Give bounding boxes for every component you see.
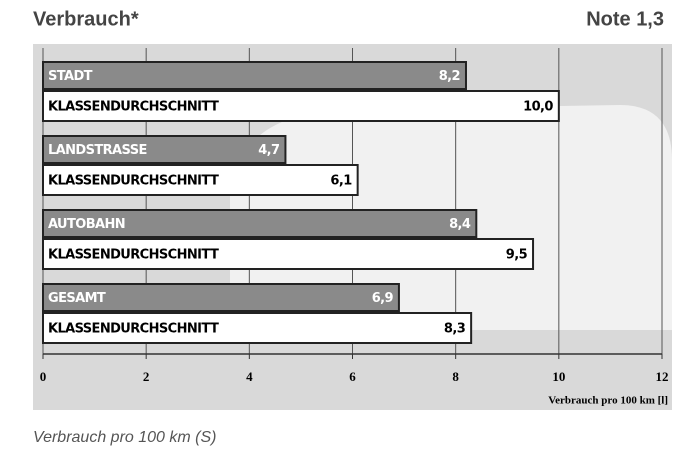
value-label: 10,0 xyxy=(523,100,553,115)
value-label: 8,3 xyxy=(444,322,466,337)
x-tick-label: 8 xyxy=(452,369,459,384)
x-axis-label: Verbrauch pro 100 km [l] xyxy=(548,395,668,407)
series-label: KLASSENDURCHSCHNITT xyxy=(48,322,219,337)
series-label: KLASSENDURCHSCHNITT xyxy=(48,174,219,189)
category-label: AUTOBAHN xyxy=(48,217,125,232)
category-label: GESAMT xyxy=(48,291,106,306)
value-label: 8,4 xyxy=(449,217,471,232)
chart: Verbrauch* Note 1,3 Verbrauch pro 100 km… xyxy=(0,0,684,450)
x-tick-label: 4 xyxy=(246,369,253,384)
x-tick-label: 0 xyxy=(40,369,47,384)
category-label: LANDSTRASSE xyxy=(48,143,147,158)
value-label: 6,1 xyxy=(330,174,352,189)
x-tick-label: 12 xyxy=(656,369,669,384)
value-label: 4,7 xyxy=(258,143,280,158)
x-tick-label: 10 xyxy=(552,369,565,384)
chart-title: Verbrauch* xyxy=(33,8,139,30)
series-label: KLASSENDURCHSCHNITT xyxy=(48,248,219,263)
note: Note 1,3 xyxy=(586,8,664,30)
value-label: 6,9 xyxy=(372,291,394,306)
x-tick-label: 2 xyxy=(143,369,150,384)
caption: Verbrauch pro 100 km (S) xyxy=(33,429,216,446)
category-label: STADT xyxy=(48,69,93,84)
value-label: 9,5 xyxy=(506,248,528,263)
x-tick-label: 6 xyxy=(349,369,356,384)
series-label: KLASSENDURCHSCHNITT xyxy=(48,100,219,115)
bar xyxy=(43,62,466,89)
value-label: 8,2 xyxy=(439,69,460,84)
